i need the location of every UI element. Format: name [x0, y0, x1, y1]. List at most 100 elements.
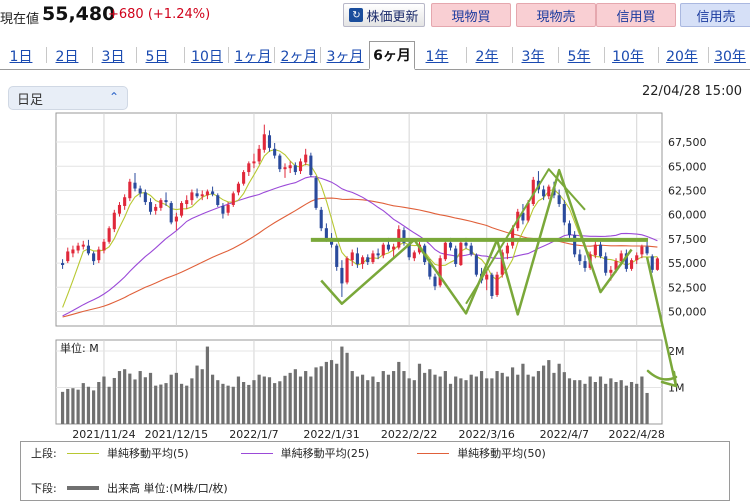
period-tab-9[interactable]: 1年: [425, 48, 449, 65]
annotation-rise-line: [465, 168, 586, 305]
volume-bar: [557, 363, 561, 424]
volume-bar: [148, 372, 153, 424]
candle-body: [112, 212, 116, 230]
margin-sell-button[interactable]: 信用売: [680, 3, 750, 27]
x-tick-label: 2022/3/16: [459, 428, 515, 441]
volume-bar: [76, 389, 80, 424]
candle-body: [371, 253, 375, 263]
period-tab-4[interactable]: 10日: [191, 48, 223, 65]
volume-bar: [526, 374, 530, 424]
volume-bar: [262, 376, 266, 424]
candle-type-select[interactable]: 日足 ⌃: [8, 86, 128, 110]
candle-body: [619, 253, 623, 262]
volume-bar: [562, 372, 566, 424]
period-tab-14[interactable]: 20年: [666, 48, 698, 65]
period-tab-5[interactable]: 1ヶ月: [234, 48, 272, 65]
legend-volume: 出来高 単位:(M株/口/枚): [67, 480, 228, 496]
candle-body: [128, 181, 132, 199]
candle-body: [433, 276, 437, 287]
volume-bar: [366, 380, 370, 424]
volume-bar: [236, 376, 241, 424]
tab-separator: [46, 47, 47, 63]
period-tabs: 1日 2日 3日 5日 10日 1ヶ月 2ヶ月 3ヶ月 6ヶ月 1年 2年 3年 5年 10年 20年 30年: [0, 40, 750, 70]
price-change: +680 (+1.24%): [108, 7, 211, 22]
volume-bar: [66, 388, 70, 424]
candle-body: [459, 242, 463, 266]
volume-bar: [174, 372, 178, 424]
volume-bar: [257, 374, 261, 424]
volume-bar: [123, 369, 127, 424]
candle-body: [298, 161, 303, 172]
volume-bar: [604, 383, 608, 424]
volume-bar: [60, 391, 65, 424]
period-tab-11[interactable]: 3年: [521, 48, 545, 65]
volume-bar: [324, 361, 328, 424]
price-tick-label: 65,000: [668, 160, 707, 173]
volume-bar: [417, 363, 422, 424]
volume-bar: [459, 378, 463, 424]
candle-body: [164, 200, 168, 203]
volume-bar: [154, 385, 158, 424]
candle-body: [407, 243, 411, 258]
candle-body: [573, 234, 577, 255]
candle-body: [324, 228, 328, 239]
period-tab-2[interactable]: 3日: [101, 48, 125, 65]
legend-ma25: 単純移動平均(25): [240, 445, 369, 461]
candle-body: [102, 241, 106, 251]
candlestick-chart: 2021/11/24 2021/12/15 2022/1/7 2022/1/31 202…: [55, 112, 707, 441]
volume-bar: [252, 380, 256, 424]
cash-sell-button[interactable]: 現物売: [516, 3, 596, 27]
period-tab-1[interactable]: 2日: [55, 48, 79, 65]
period-tab-6[interactable]: 2ヶ月: [280, 48, 318, 65]
period-tab-13[interactable]: 10年: [612, 48, 644, 65]
candle-body: [609, 269, 613, 273]
candle-body: [521, 212, 525, 221]
period-tab-15[interactable]: 30年: [714, 48, 746, 65]
volume-bar: [298, 376, 303, 424]
candle-body: [278, 155, 282, 170]
candle-body: [598, 244, 603, 257]
chevron-updown-icon: ⌃: [108, 90, 119, 104]
candle-body: [526, 203, 530, 221]
volume-bar: [216, 380, 220, 424]
volume-bar: [133, 379, 137, 424]
candle-body: [412, 252, 416, 259]
candle-body: [143, 192, 147, 203]
volume-bar: [143, 377, 147, 424]
volume-bar: [314, 367, 318, 424]
volume-swatch: [67, 486, 99, 490]
volume-bar: [200, 369, 204, 424]
candle-body: [221, 205, 225, 214]
candle-body: [635, 255, 639, 261]
candle-body: [355, 253, 359, 265]
volume-bar: [578, 380, 582, 424]
candle-body: [340, 267, 344, 284]
volume-bar: [397, 361, 401, 424]
period-tab-12[interactable]: 5年: [567, 48, 591, 65]
volume-bar: [205, 346, 210, 424]
volume-bar: [376, 382, 380, 424]
margin-buy-button[interactable]: 信用買: [596, 3, 676, 27]
volume-bar: [423, 372, 427, 424]
period-tab-10[interactable]: 2年: [475, 48, 499, 65]
period-tab-7[interactable]: 3ヶ月: [326, 48, 364, 65]
candle-body: [511, 228, 515, 246]
volume-bar: [267, 377, 272, 424]
candle-body: [107, 228, 111, 242]
ma50-swatch: [417, 452, 450, 454]
volume-bar: [474, 376, 478, 424]
cash-buy-button[interactable]: 現物買: [431, 3, 511, 27]
candle-body: [531, 179, 535, 205]
volume-bar: [593, 382, 597, 424]
period-tab-3[interactable]: 5日: [145, 48, 169, 65]
period-tab-0[interactable]: 1日: [9, 48, 33, 65]
legend-lower-tag: 下段:: [31, 482, 57, 495]
candle-body: [469, 245, 473, 255]
price-tick-label: 52,500: [668, 281, 707, 294]
volume-bar: [438, 376, 442, 424]
tab-separator: [558, 47, 559, 63]
candle-body: [614, 261, 618, 270]
refresh-price-button[interactable]: ↻ 株価更新: [343, 3, 425, 27]
period-tab-8[interactable]: 6ヶ月: [369, 41, 415, 70]
volume-bar: [536, 371, 541, 424]
